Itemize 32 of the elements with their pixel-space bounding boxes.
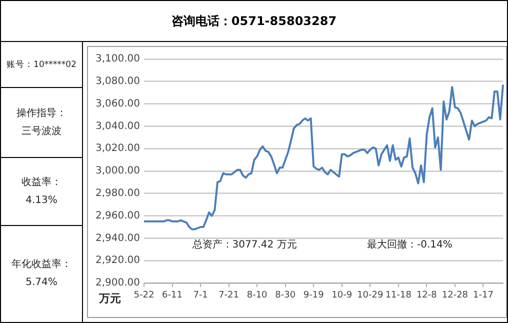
text: 账号：10*****02 [6,58,78,72]
x-tick-label: 12-8 [416,290,438,301]
x-tick-label: 7-21 [218,290,240,301]
y-tick-label: 3,020.00 [95,143,140,154]
x-tick-label: 7-1 [193,290,208,301]
annotation: 总资产：3077.42 万元 [191,238,297,251]
y-tick-label: 3,000.00 [95,166,140,177]
x-tick-label: 8-10 [246,290,268,301]
text: 年化收益率：5.74% [10,258,72,290]
chart-title: 咨询电话：0571-85803287 [1,1,507,42]
text: 操作指导：三号波波 [16,106,68,138]
x-tick-label: 8-30 [275,290,296,301]
x-tick-label: 1-17 [472,290,494,301]
y-tick-label: 2,940.00 [95,232,140,244]
y-tick-label: 3,040.00 [95,120,140,132]
y-tick-label: 3,060.00 [95,98,140,110]
x-tick-label: 10-9 [332,290,352,301]
x-tick-label: 10-29 [357,290,384,301]
x-tick-label: 11-18 [385,290,412,301]
x-tick-label: 6-11 [162,290,182,301]
x-tick-label: 12-28 [442,290,468,301]
y-tick-label: 2,920.00 [95,255,140,266]
x-tick-label: 9-19 [303,290,324,301]
y-tick-label: 3,100.00 [95,54,140,65]
y-tick-label: 2,900.00 [95,278,140,289]
x-tick-label: 5-22 [134,290,154,301]
y-tick-label: 2,980.00 [95,188,140,199]
annotation: 最大回撤：-0.14% [366,238,452,251]
y-tick-label: 3,080.00 [95,76,140,87]
y-tick-label: 2,960.00 [95,210,140,222]
text: 收益率：4.13% [20,176,62,208]
y-axis-title: 万元 [98,292,121,305]
